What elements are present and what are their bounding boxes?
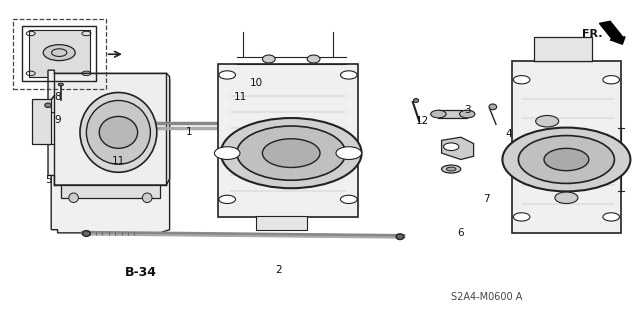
Bar: [61, 185, 160, 198]
Circle shape: [221, 118, 362, 188]
Circle shape: [340, 71, 357, 79]
Circle shape: [502, 128, 630, 191]
Text: 12: 12: [416, 116, 429, 126]
Ellipse shape: [86, 100, 150, 164]
Circle shape: [603, 76, 620, 84]
Text: FR.: FR.: [582, 29, 602, 39]
Circle shape: [544, 148, 589, 171]
Text: 10: 10: [250, 78, 262, 88]
Ellipse shape: [413, 99, 419, 102]
FancyArrow shape: [600, 21, 625, 44]
Circle shape: [336, 147, 362, 160]
Polygon shape: [48, 70, 170, 185]
Polygon shape: [442, 137, 474, 160]
Text: 2: 2: [275, 264, 282, 275]
Ellipse shape: [69, 193, 79, 203]
Text: 11: 11: [112, 156, 125, 166]
Ellipse shape: [307, 55, 320, 63]
Ellipse shape: [262, 55, 275, 63]
Circle shape: [237, 126, 346, 180]
Text: 1: 1: [186, 127, 192, 137]
Circle shape: [219, 71, 236, 79]
Ellipse shape: [143, 193, 152, 203]
Text: 6: 6: [458, 228, 464, 238]
Ellipse shape: [83, 231, 90, 236]
Ellipse shape: [447, 167, 456, 171]
Circle shape: [536, 115, 559, 127]
Ellipse shape: [99, 116, 138, 148]
Circle shape: [44, 45, 76, 61]
Text: 11: 11: [234, 92, 246, 102]
Circle shape: [214, 147, 240, 160]
Circle shape: [518, 136, 614, 183]
Text: B-34: B-34: [125, 266, 157, 279]
Circle shape: [444, 143, 459, 151]
Ellipse shape: [58, 83, 63, 86]
Text: 8: 8: [54, 92, 61, 102]
Circle shape: [460, 110, 475, 118]
Ellipse shape: [45, 103, 51, 108]
Bar: [29, 30, 90, 77]
Circle shape: [513, 76, 530, 84]
Text: 4: 4: [506, 129, 512, 139]
Circle shape: [219, 195, 236, 204]
Bar: [438, 110, 467, 118]
Circle shape: [340, 195, 357, 204]
Bar: [534, 37, 592, 61]
Ellipse shape: [442, 165, 461, 173]
Polygon shape: [51, 80, 170, 233]
Text: 5: 5: [45, 175, 51, 185]
Ellipse shape: [489, 104, 497, 110]
Circle shape: [262, 139, 320, 167]
Bar: [32, 99, 51, 144]
Circle shape: [513, 213, 530, 221]
Circle shape: [603, 213, 620, 221]
Ellipse shape: [396, 234, 404, 240]
Bar: [256, 216, 307, 230]
Text: S2A4-M0600 A: S2A4-M0600 A: [451, 292, 522, 302]
Circle shape: [431, 110, 446, 118]
Text: 3: 3: [464, 105, 470, 115]
Circle shape: [555, 192, 578, 204]
Bar: [218, 64, 358, 217]
Bar: [512, 61, 621, 233]
Ellipse shape: [80, 93, 157, 172]
Text: 9: 9: [54, 115, 61, 125]
Text: 7: 7: [483, 194, 490, 204]
